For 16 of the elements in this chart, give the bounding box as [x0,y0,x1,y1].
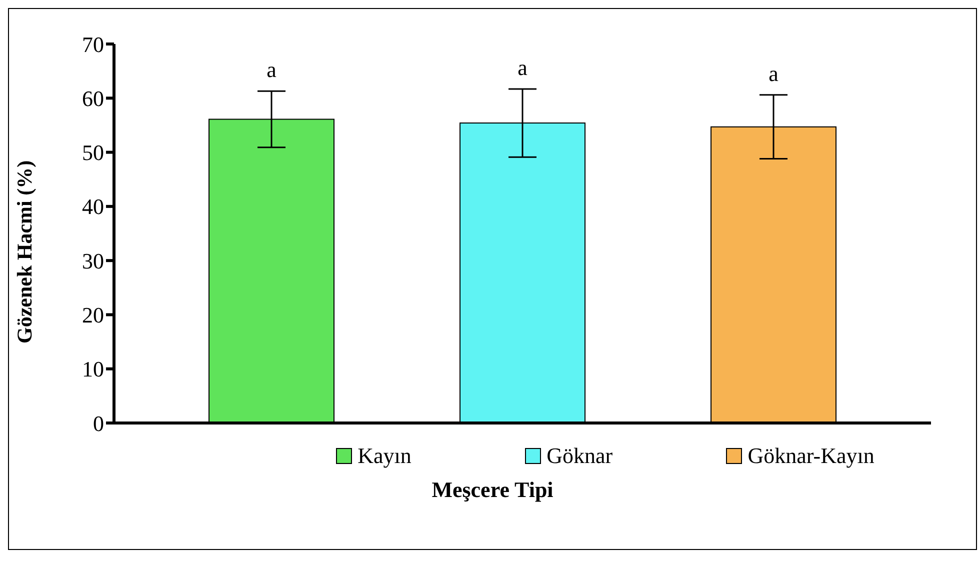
annotation: a [518,54,528,80]
annotation: a [266,57,277,82]
y-tick-label: 70 [82,32,104,57]
y-tick-label: 40 [82,194,104,220]
y-axis-title: Gözenek Hacmi (%) [12,160,36,344]
legend-label: Göknar [546,443,613,469]
legend-label: Göknar-Kayın [746,443,874,469]
x-axis-title: Meşcere Tipi [430,477,554,503]
annotation: a [768,60,779,86]
y-tick-label: 60 [82,86,104,111]
y-tick-label: 50 [82,140,104,166]
legend-label: Kayın [356,443,412,469]
y-tick-label: 10 [82,356,104,382]
y-tick-label: 20 [82,302,104,328]
y-tick-label: 30 [82,248,104,274]
y-tick-label: 0 [93,410,104,436]
